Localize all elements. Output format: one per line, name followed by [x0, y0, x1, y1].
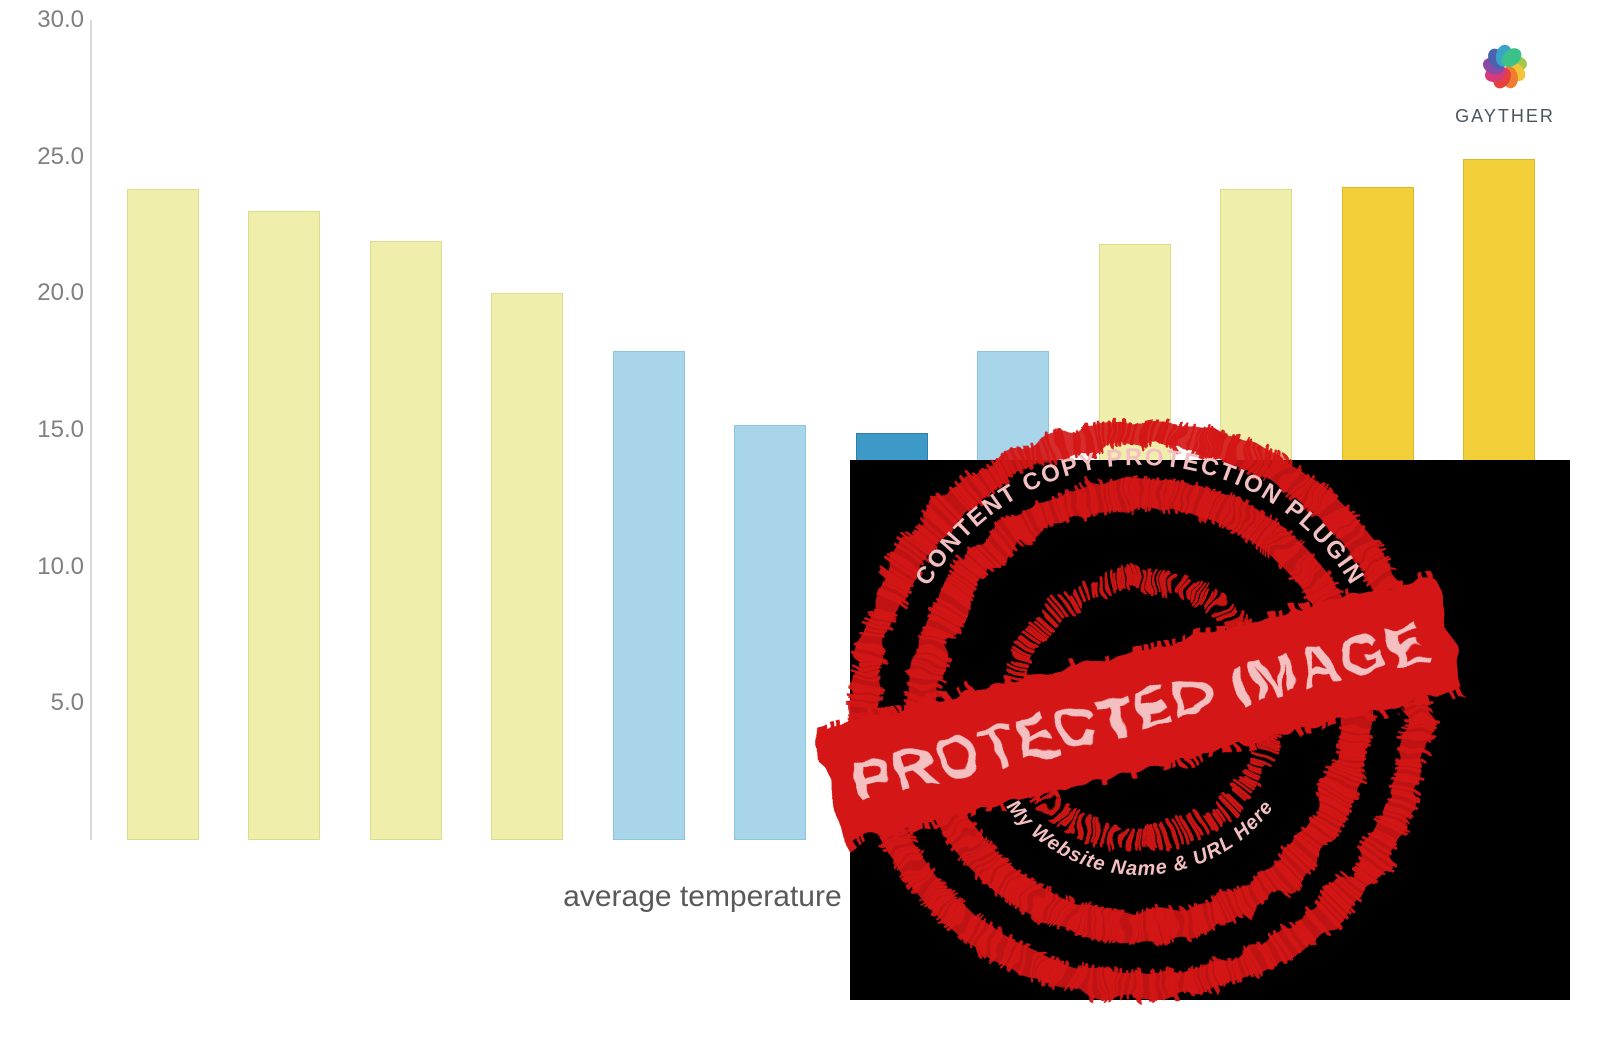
y-tick-label: 20.0 — [14, 279, 84, 307]
y-tick-label: 25.0 — [14, 143, 84, 171]
bar — [734, 425, 806, 840]
watermark-backdrop — [850, 460, 1570, 1000]
bar — [491, 293, 563, 840]
bar — [127, 189, 199, 840]
bar — [248, 211, 320, 840]
bar — [370, 241, 442, 840]
temperature-bar-chart: GAYTHER 5.010.015.020.025.030.0 average … — [0, 0, 1600, 1000]
bar — [613, 351, 685, 840]
y-tick-label: 5.0 — [14, 689, 84, 717]
y-tick-label: 30.0 — [14, 6, 84, 34]
y-tick-label: 15.0 — [14, 416, 84, 444]
y-tick-label: 10.0 — [14, 553, 84, 581]
